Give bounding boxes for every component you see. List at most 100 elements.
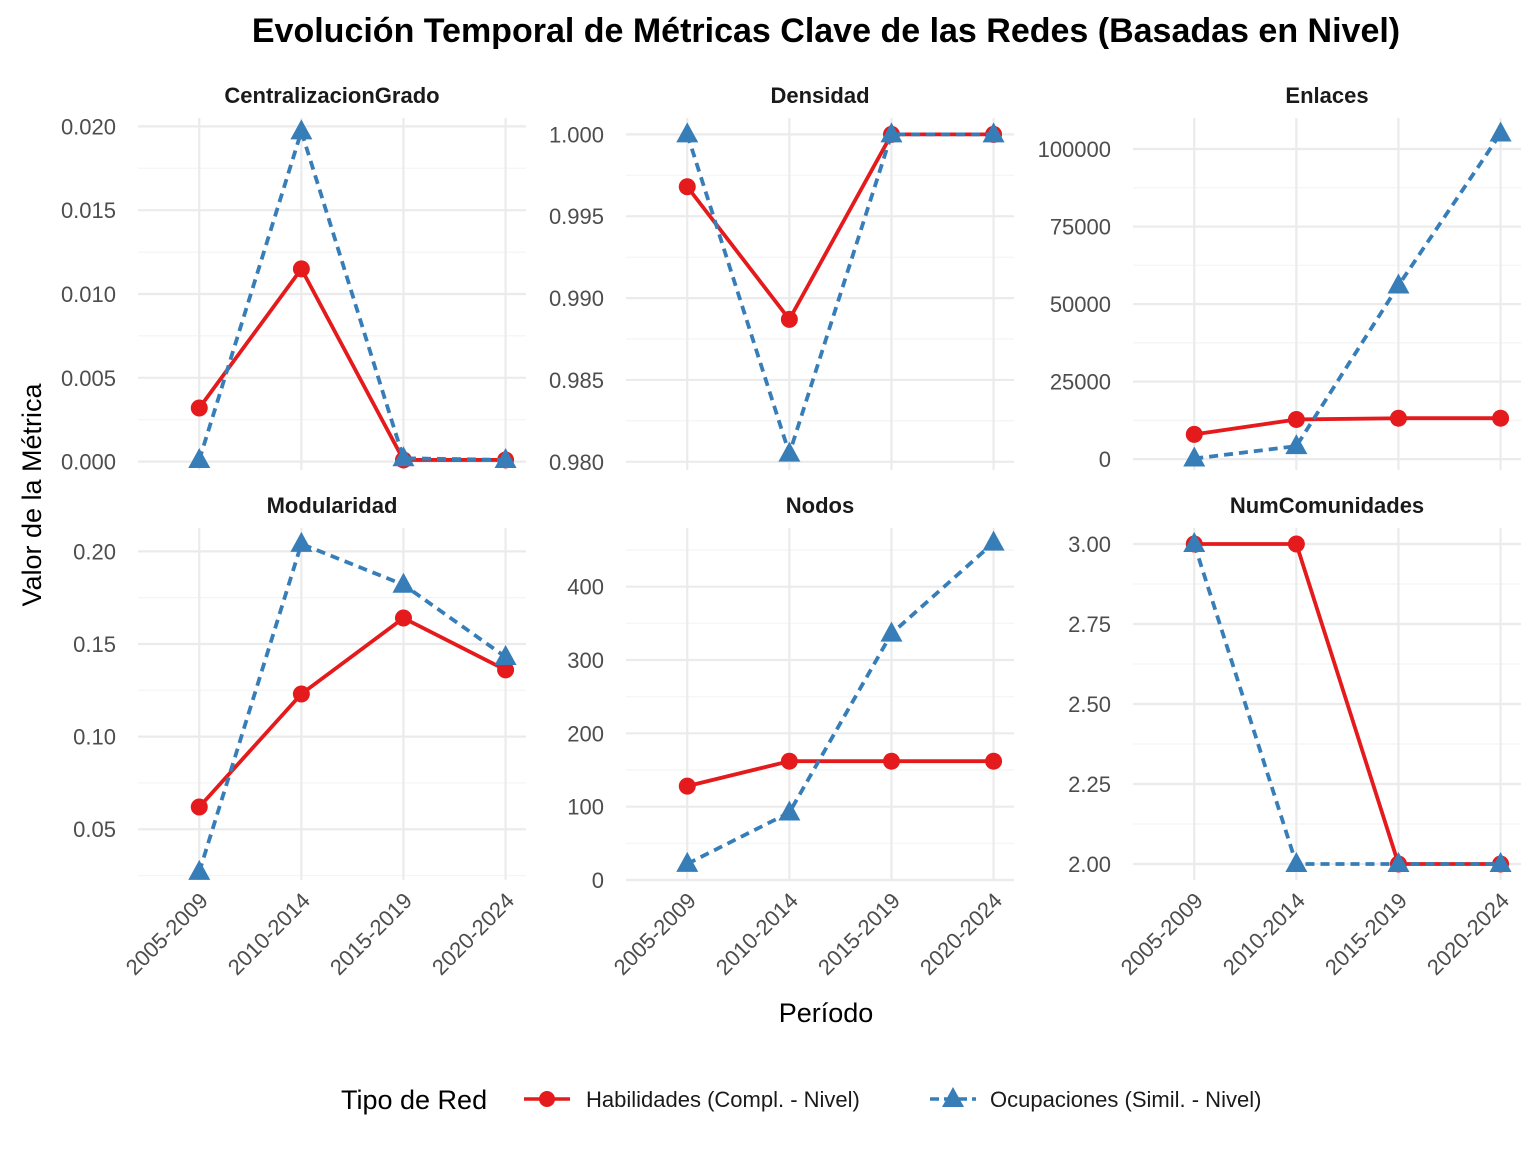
- data-point-ocupaciones: [982, 530, 1005, 551]
- x-tick-label: 2010-2014: [1218, 888, 1310, 980]
- data-point-ocupaciones: [676, 851, 699, 872]
- data-point-ocupaciones: [676, 122, 699, 143]
- data-point-habilidades: [1389, 409, 1407, 427]
- panel-title: CentralizacionGrado: [224, 83, 439, 108]
- y-tick-label: 0.010: [61, 282, 116, 307]
- y-tick-label: 0.020: [61, 114, 116, 139]
- panel-title: Enlaces: [1285, 83, 1368, 108]
- data-point-habilidades: [190, 399, 208, 417]
- x-tick-label: 2020-2024: [915, 888, 1007, 980]
- data-point-ocupaciones: [1183, 446, 1206, 467]
- y-tick-label: 0.10: [73, 725, 116, 750]
- panel-title: Modularidad: [267, 493, 398, 518]
- y-tick-label: 0: [592, 868, 604, 893]
- legend-key-triangle-icon: [942, 1087, 964, 1107]
- panel-numcomunidades: 2.00 2.25 2.50 2.75 3.00 NumComunidades 2005-2…: [1068, 493, 1521, 980]
- data-point-ocupaciones: [290, 531, 313, 552]
- data-point-ocupaciones: [1489, 121, 1512, 142]
- x-tick-label: 2005-2009: [609, 888, 701, 980]
- x-tick-label: 2020-2024: [1422, 888, 1514, 980]
- y-tick-label: 300: [567, 648, 604, 673]
- y-tick-label: 0.995: [549, 204, 604, 229]
- data-point-habilidades: [780, 752, 798, 770]
- x-tick-label: 2015-2019: [1320, 888, 1412, 980]
- data-point-ocupaciones: [1285, 852, 1308, 872]
- data-point-habilidades: [1287, 535, 1305, 553]
- data-point-ocupaciones: [392, 446, 415, 467]
- data-point-ocupaciones: [778, 441, 801, 462]
- legend-label-ocupaciones: Ocupaciones (Simil. - Nivel): [990, 1087, 1261, 1112]
- y-tick-label: 3.00: [1068, 532, 1111, 557]
- data-point-ocupaciones: [290, 119, 313, 140]
- panel-centralizaciongrado: 0.000 0.005 0.010 0.015 0.020 CentralizacionG…: [61, 83, 526, 475]
- y-tick-label: 0: [1099, 447, 1111, 472]
- panel-nodos: 0 100 200 300 400 Nodos 2005-2009 2010-2014 2015…: [567, 493, 1014, 980]
- data-point-ocupaciones: [494, 447, 517, 468]
- x-tick-label: 2010-2014: [711, 888, 803, 980]
- series-line-ocupaciones: [686, 541, 995, 866]
- series-line-ocupaciones: [197, 129, 506, 462]
- series-line-habilidades: [1194, 542, 1501, 866]
- y-tick-label: 0.980: [549, 450, 604, 475]
- x-tick-label: 2015-2019: [813, 888, 905, 980]
- y-tick-label: 2.75: [1068, 612, 1111, 637]
- y-tick-label: 50000: [1050, 292, 1111, 317]
- y-tick-label: 25000: [1050, 370, 1111, 395]
- data-point-ocupaciones: [880, 621, 903, 642]
- data-point-habilidades: [292, 260, 310, 278]
- data-point-habilidades: [292, 685, 310, 703]
- legend: Tipo de Red Habilidades (Compl. - Nivel)…: [341, 1085, 1261, 1115]
- data-point-habilidades: [678, 178, 696, 196]
- data-point-ocupaciones: [494, 644, 517, 665]
- panel-title: Densidad: [770, 83, 869, 108]
- y-tick-label: 0.015: [61, 198, 116, 223]
- y-tick-label: 0.000: [61, 450, 116, 475]
- data-point-ocupaciones: [1489, 852, 1512, 872]
- x-tick-label: 2015-2019: [325, 888, 417, 980]
- data-point-ocupaciones: [1183, 532, 1206, 552]
- data-point-habilidades: [394, 609, 412, 627]
- series-line-ocupaciones: [197, 542, 507, 873]
- y-tick-label: 2.25: [1068, 772, 1111, 797]
- data-point-habilidades: [985, 752, 1003, 770]
- legend-label-habilidades: Habilidades (Compl. - Nivel): [586, 1087, 860, 1112]
- data-point-ocupaciones: [1387, 852, 1410, 872]
- y-tick-label: 0.005: [61, 366, 116, 391]
- data-point-ocupaciones: [188, 447, 211, 468]
- data-point-ocupaciones: [880, 122, 903, 143]
- series-line-habilidades: [197, 616, 507, 809]
- series-line-habilidades: [685, 132, 994, 322]
- series-line-habilidades: [686, 759, 994, 788]
- chart-title: Evolución Temporal de Métricas Clave de …: [252, 12, 1400, 50]
- data-point-ocupaciones: [188, 859, 211, 880]
- y-tick-label: 0.20: [73, 539, 116, 564]
- panel-modularidad: 0.05 0.10 0.15 0.20 Modularidad 2005-2009 2010…: [73, 493, 526, 980]
- y-tick-label: 1.000: [549, 122, 604, 147]
- data-point-ocupaciones: [778, 800, 801, 821]
- y-tick-label: 2.50: [1068, 692, 1111, 717]
- data-point-ocupaciones: [1387, 273, 1410, 294]
- y-tick-label: 75000: [1050, 215, 1111, 240]
- data-point-habilidades: [678, 777, 696, 795]
- y-tick-label: 0.15: [73, 632, 116, 657]
- series-line-ocupaciones: [685, 132, 994, 456]
- data-point-habilidades: [780, 310, 798, 328]
- data-point-habilidades: [497, 661, 515, 679]
- data-point-habilidades: [882, 752, 900, 770]
- y-tick-label: 100000: [1038, 137, 1111, 162]
- data-point-habilidades: [1185, 425, 1203, 443]
- data-point-habilidades: [1287, 410, 1305, 428]
- legend-key-circle-icon: [539, 1091, 555, 1107]
- y-tick-label: 400: [567, 575, 604, 600]
- panel-title: Nodos: [786, 493, 854, 518]
- panel-densidad: 0.980 0.985 0.990 0.995 1.000 Densidad: [549, 83, 1014, 475]
- y-tick-label: 2.00: [1068, 852, 1111, 877]
- panel-title: NumComunidades: [1230, 493, 1424, 518]
- y-tick-label: 200: [567, 721, 604, 746]
- legend-item-habilidades: Habilidades (Compl. - Nivel): [524, 1087, 860, 1112]
- facet-panels: 0.000 0.005 0.010 0.015 0.020 CentralizacionG…: [61, 83, 1521, 980]
- x-tick-label: 2020-2024: [427, 888, 519, 980]
- y-tick-label: 0.990: [549, 286, 604, 311]
- series-line-ocupaciones: [1194, 132, 1503, 461]
